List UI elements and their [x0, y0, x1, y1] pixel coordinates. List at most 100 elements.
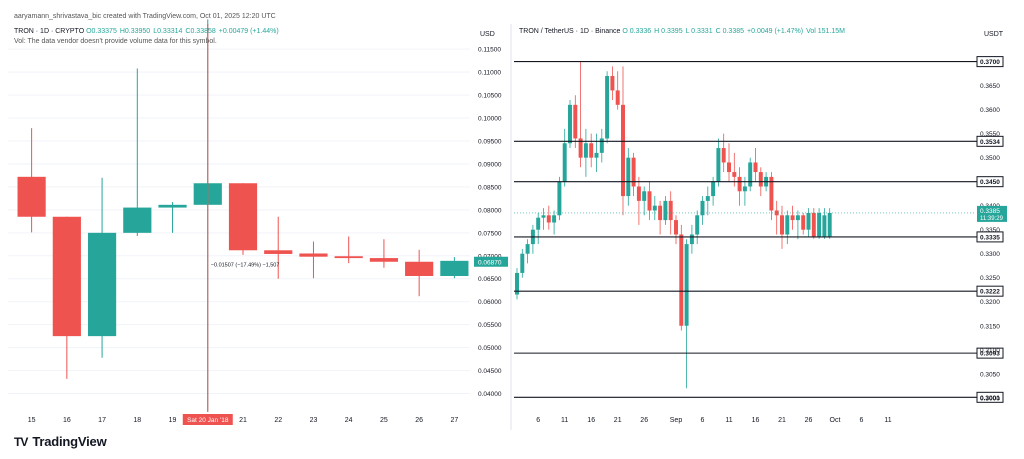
right-candles[interactable]	[515, 61, 832, 389]
left-y-tick-label: 0.07500	[478, 230, 502, 237]
left-candles[interactable]	[17, 19, 469, 412]
left-candle-body	[264, 250, 293, 254]
right-last-price-label: 0.3385	[980, 208, 1000, 215]
right-candle-body	[689, 234, 694, 245]
left-candle-body	[158, 204, 187, 208]
left-price-axis[interactable]: 0.11500 0.11000 0.10500 0.10000 0.09500 0.090…	[474, 31, 508, 398]
right-candle-body	[674, 220, 678, 235]
left-y-tick-label: 0.10500	[478, 93, 502, 100]
left-y-tick-label: 0.09000	[478, 161, 502, 168]
right-y-tick-label: 0.3000	[980, 395, 1000, 402]
right-candle-body	[790, 215, 795, 221]
left-candle-body	[440, 260, 469, 276]
left-y-tick-label: 0.11500	[478, 47, 501, 54]
right-candle-body	[721, 148, 726, 163]
right-countdown-label: 11:39:29	[980, 216, 1004, 222]
left-currency-label: USD	[480, 31, 495, 38]
right-candle-body	[541, 215, 546, 218]
right-y-tick-label: 0.3150	[980, 323, 1000, 330]
right-level-tag-bg	[976, 176, 1004, 188]
right-level-tag-label: 0.3222	[980, 289, 1000, 296]
right-level-tag-bg	[976, 285, 1004, 297]
tradingview-mark-icon: TV	[14, 434, 28, 449]
right-candle-body	[716, 148, 721, 182]
left-crosshair-date-bg	[182, 414, 233, 425]
right-candle-body	[642, 191, 647, 201]
right-candle-body	[615, 90, 620, 105]
right-x-tick-label: 6	[536, 417, 540, 424]
right-candle-body	[594, 152, 599, 158]
right-y-tick-label: 0.3350	[980, 227, 1000, 234]
right-price-axis[interactable]: 0.36500.36000.35500.35000.34000.33500.33…	[977, 31, 1007, 402]
right-candle-body	[636, 186, 641, 201]
right-ohlc-item: Vol 151.15M	[806, 28, 845, 35]
right-ohlc-item: L 0.3331	[685, 28, 713, 35]
left-vol-note: Vol: The data vendor doesn't provide vol…	[14, 38, 217, 45]
right-level-tag-bg	[976, 135, 1004, 147]
right-candle-body	[578, 138, 583, 158]
right-level-tag-bg	[976, 347, 1004, 359]
right-levels[interactable]: 0.3700 0.3534 0.3450 0.3335 0.3222 0.3093 0.30…	[514, 56, 1004, 403]
left-y-tick-label: 0.06000	[478, 299, 502, 306]
right-candle-body	[822, 215, 827, 237]
right-candle-body	[753, 162, 758, 173]
right-candle-body	[737, 176, 742, 192]
right-candle-body	[742, 186, 747, 192]
right-y-tick-label: 0.3550	[980, 131, 1000, 138]
right-x-tick-label: 11	[884, 417, 891, 424]
left-x-tick-label: 24	[345, 417, 353, 424]
right-candle-body	[562, 143, 567, 182]
left-candle-body	[334, 256, 363, 259]
right-candle-body	[663, 200, 668, 221]
left-last-price-label: 0.06870	[478, 259, 502, 266]
right-level-tag-label: 0.3534	[980, 139, 1000, 146]
left-symbol: TRON · 1D · CRYPTO	[14, 28, 85, 35]
left-y-tick-label: 0.05000	[478, 345, 502, 352]
left-ohlc-item: O0.33375	[86, 28, 117, 35]
left-x-tick-label: 25	[380, 417, 388, 424]
right-candle-body	[774, 210, 779, 216]
left-x-tick-label: 16	[63, 417, 71, 424]
left-candle-body	[228, 183, 258, 251]
left-ohlc-item: H0.33950	[119, 28, 151, 35]
right-x-tick-label: Sep	[670, 417, 683, 424]
left-candle-body	[405, 261, 434, 276]
right-candle-body	[568, 104, 572, 144]
right-x-tick-label: Oct	[830, 417, 841, 424]
right-candle-body	[552, 215, 557, 223]
right-candle-body	[652, 205, 657, 211]
right-candle-body	[583, 143, 588, 158]
right-ohlc-item: +0.0049 (+1.47%)	[747, 28, 804, 35]
right-y-tick-label: 0.3500	[980, 155, 1000, 162]
left-x-tick-label: 26	[415, 417, 423, 424]
right-time-axis[interactable]: 6 11 16 21 26 Sep 6 11 16 21 26 Oct 6 11	[536, 417, 891, 424]
right-candle-body	[785, 215, 790, 235]
left-candle-body	[17, 176, 46, 217]
right-y-tick-label: 0.3250	[980, 275, 1000, 282]
left-ohlc-item: L0.33314	[153, 28, 183, 35]
right-level-tag-label: 0.3001	[980, 395, 1000, 402]
right-level-tag-label: 0.3700	[980, 59, 1000, 66]
left-y-tick-label: 0.04500	[478, 368, 502, 375]
right-candle-body	[610, 76, 615, 91]
right-candle-body	[536, 217, 541, 230]
left-y-tick-label: 0.08000	[478, 207, 502, 214]
left-y-tick-label: 0.08500	[478, 184, 502, 191]
right-candle-body	[546, 215, 551, 223]
right-y-tick-label: 0.3050	[980, 371, 1000, 378]
right-candle-body	[621, 104, 625, 197]
left-x-tick-label: 15	[28, 417, 36, 424]
right-x-tick-label: 6	[701, 417, 705, 424]
left-time-axis[interactable]: 15 16 17 18 19 21 22 23 24 25 26 27 Sat 20 Jan '18	[28, 414, 459, 425]
left-candle-body	[87, 232, 117, 337]
right-candle-body	[780, 215, 784, 235]
tradingview-logo[interactable]: TV TradingView	[14, 434, 107, 449]
right-candle-body	[589, 143, 594, 158]
right-ohlc-item: C 0.3385	[715, 28, 745, 35]
left-y-tick-label: 0.09500	[478, 139, 502, 146]
left-x-tick-label: 18	[133, 417, 141, 424]
right-candle-body	[811, 212, 816, 237]
right-last-price-bg	[977, 205, 1007, 222]
right-candle-body	[748, 162, 753, 187]
